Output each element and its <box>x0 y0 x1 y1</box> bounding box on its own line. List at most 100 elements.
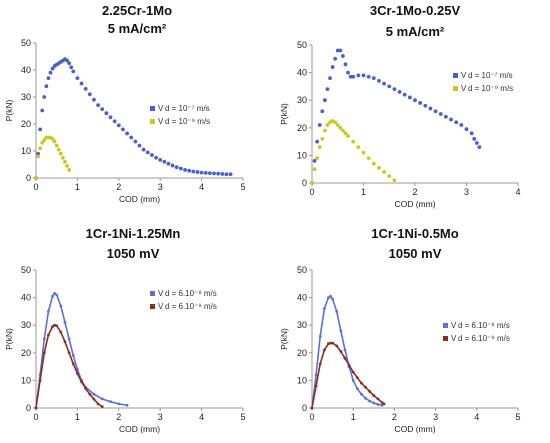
data-point <box>65 163 69 168</box>
data-point <box>71 354 75 357</box>
data-point <box>343 131 348 136</box>
data-point <box>80 380 83 384</box>
data-point <box>224 172 229 177</box>
data-point <box>71 362 75 366</box>
y-axis-label: P(kN) <box>279 103 289 125</box>
data-point <box>67 351 71 355</box>
data-point <box>104 111 109 116</box>
x-tick-label: 3 <box>158 412 163 422</box>
legend-marker <box>453 73 458 78</box>
data-point <box>36 154 40 159</box>
data-point <box>377 78 381 83</box>
data-point <box>195 170 200 174</box>
y-tick-label: 10 <box>21 146 31 156</box>
data-point <box>310 181 314 185</box>
data-point <box>327 296 330 299</box>
data-point <box>325 87 330 92</box>
y-tick-label: 30 <box>297 320 307 330</box>
data-point <box>50 66 55 71</box>
chart-title-line: 5 mA/cm² <box>386 24 445 39</box>
data-point <box>51 294 54 298</box>
data-point <box>191 169 196 174</box>
data-point <box>444 114 448 119</box>
y-tick-label: 50 <box>21 38 31 48</box>
data-point <box>63 321 67 324</box>
data-point <box>87 92 92 97</box>
data-point <box>331 297 334 301</box>
data-point <box>360 381 363 385</box>
data-point <box>315 139 320 144</box>
data-point <box>52 139 57 144</box>
data-point <box>322 128 327 133</box>
data-point <box>382 81 386 86</box>
data-point <box>65 58 69 63</box>
x-axis-label: COD (mm) <box>394 199 435 209</box>
x-tick-label: 1 <box>351 412 356 422</box>
data-point <box>42 351 46 355</box>
data-point <box>96 103 100 107</box>
data-point <box>392 87 397 92</box>
x-tick-label: 5 <box>515 412 520 422</box>
data-point <box>341 128 345 133</box>
y-tick-label: 10 <box>21 375 31 385</box>
data-point <box>343 348 347 352</box>
data-point <box>58 151 63 156</box>
data-point <box>109 400 112 404</box>
data-point <box>121 127 125 132</box>
data-point <box>220 172 225 176</box>
x-tick-label: 2 <box>392 412 397 422</box>
data-point <box>59 330 63 334</box>
data-point <box>322 307 326 311</box>
data-point <box>318 334 322 338</box>
data-point <box>310 406 314 410</box>
data-point <box>339 329 343 333</box>
x-tick-label: 0 <box>33 182 38 192</box>
legend-label: V d = 10⁻⁷ m/s <box>158 104 210 113</box>
data-point <box>376 403 380 406</box>
data-point <box>364 385 367 389</box>
data-point <box>397 90 402 94</box>
data-point <box>158 158 163 162</box>
data-point <box>382 402 386 406</box>
data-point <box>472 136 477 141</box>
series-2 <box>34 323 104 410</box>
chart-panel-1: 2.25Cr-1Mo 5 mA/cm² 0 1 2 3 4 5 0 10 20 30 40 50 COD (… <box>0 0 275 221</box>
data-point <box>67 61 72 66</box>
data-point <box>351 74 356 79</box>
x-tick-label: 4 <box>474 412 479 422</box>
data-point <box>318 362 322 366</box>
data-point <box>333 120 338 125</box>
legend-label: V d = 6.10⁻⁸ m/s <box>158 289 217 298</box>
data-point <box>183 168 187 172</box>
y-tick-label: 50 <box>297 265 307 275</box>
y-tick-label: 20 <box>297 123 307 133</box>
data-point <box>67 337 71 341</box>
legend-marker <box>443 323 448 328</box>
chart-title-line: 1Cr-1Ni-1.25Mn <box>86 226 181 241</box>
data-point <box>42 337 46 341</box>
legend-label: V d = 10⁻⁹ m/s <box>461 84 513 93</box>
data-point <box>46 76 51 80</box>
data-point <box>84 387 88 391</box>
data-point <box>330 65 335 69</box>
data-point <box>54 143 59 148</box>
y-axis-label: P(kN) <box>279 328 289 350</box>
data-point <box>199 170 204 175</box>
data-point <box>38 146 43 151</box>
data-point <box>61 155 65 160</box>
data-point <box>366 156 371 161</box>
data-point <box>38 379 42 382</box>
x-tick-label: 2 <box>116 182 121 192</box>
data-point <box>454 120 459 125</box>
chart-title-line: 5 mA/cm² <box>108 21 167 36</box>
legend-marker <box>150 304 155 309</box>
data-point <box>42 95 47 99</box>
chart-panel-4: 1Cr-1Ni-0.5Mo 1050 mV 0 1 2 3 4 5 0 10 20 30 40 50 COD… <box>275 221 550 442</box>
data-point <box>469 131 474 136</box>
data-point <box>438 112 443 116</box>
chart-title-line: 1050 mV <box>389 246 442 261</box>
data-point <box>407 95 412 100</box>
data-point <box>433 109 438 114</box>
data-point <box>333 56 338 61</box>
data-point <box>55 324 59 328</box>
